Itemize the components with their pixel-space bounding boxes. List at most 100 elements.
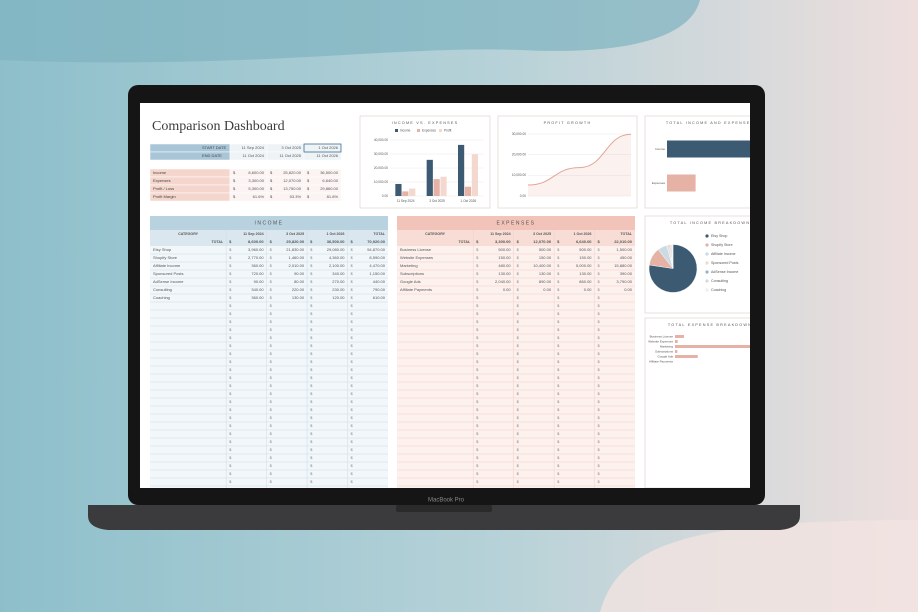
currency: $ bbox=[351, 359, 354, 364]
cell-value: 390.00 bbox=[620, 271, 633, 276]
currency: $ bbox=[557, 247, 560, 252]
cell-value: 11 Sep 2024 bbox=[242, 145, 265, 150]
currency: $ bbox=[351, 399, 354, 404]
currency: $ bbox=[229, 447, 232, 452]
currency: $ bbox=[351, 415, 354, 420]
cell-value: 790.00 bbox=[373, 287, 386, 292]
chart-panel bbox=[497, 115, 638, 209]
currency: $ bbox=[310, 407, 313, 412]
cell-value: 10,400.00 bbox=[533, 263, 552, 268]
y-tick-label: Business License bbox=[650, 334, 674, 338]
currency: $ bbox=[351, 343, 354, 348]
x-tick-label: 11 Sep 2024 bbox=[397, 199, 415, 203]
currency: $ bbox=[270, 447, 273, 452]
currency: $ bbox=[557, 423, 560, 428]
currency: $ bbox=[476, 399, 479, 404]
cell-value: 81.8% bbox=[327, 194, 339, 199]
currency: $ bbox=[557, 463, 560, 468]
row-label: END DATE bbox=[202, 153, 222, 158]
legend-swatch bbox=[705, 288, 709, 292]
currency: $ bbox=[233, 170, 236, 175]
currency: $ bbox=[476, 351, 479, 356]
dashboard-title: Comparison Dashboard bbox=[152, 119, 285, 134]
currency: $ bbox=[351, 279, 354, 284]
currency: $ bbox=[351, 375, 354, 380]
currency: $ bbox=[270, 178, 273, 183]
currency: $ bbox=[310, 375, 313, 380]
line bbox=[527, 133, 632, 186]
bar bbox=[402, 191, 409, 196]
legend-label: Expenses bbox=[422, 128, 436, 132]
currency: $ bbox=[476, 383, 479, 388]
area bbox=[528, 134, 631, 196]
legend-label: AdSense Income bbox=[711, 270, 738, 274]
table-title: INCOME bbox=[255, 220, 284, 226]
currency: $ bbox=[310, 359, 313, 364]
currency: $ bbox=[310, 255, 313, 260]
total-value: 8,600.00 bbox=[248, 239, 264, 244]
currency: $ bbox=[310, 423, 313, 428]
currency: $ bbox=[351, 255, 354, 260]
currency: $ bbox=[310, 479, 313, 484]
currency: $ bbox=[517, 439, 520, 444]
currency: $ bbox=[229, 423, 232, 428]
row-category: Etsy Shop bbox=[153, 247, 172, 252]
cell-value: 2,010.00 bbox=[289, 263, 305, 268]
currency: $ bbox=[229, 479, 232, 484]
currency: $ bbox=[229, 415, 232, 420]
currency: $ bbox=[517, 247, 520, 252]
cell-value: 480.00 bbox=[498, 263, 511, 268]
currency: $ bbox=[557, 383, 560, 388]
currency: $ bbox=[270, 383, 273, 388]
cell-value: 90.00 bbox=[254, 279, 265, 284]
currency: $ bbox=[270, 399, 273, 404]
currency: $ bbox=[310, 383, 313, 388]
currency: $ bbox=[557, 367, 560, 372]
bar bbox=[471, 154, 478, 196]
currency: $ bbox=[351, 383, 354, 388]
row-category: Marketing bbox=[400, 263, 418, 268]
cell-value: 340.00 bbox=[332, 271, 345, 276]
currency: $ bbox=[270, 279, 273, 284]
currency: $ bbox=[476, 439, 479, 444]
currency: $ bbox=[270, 431, 273, 436]
column-header: CATEGORY bbox=[178, 232, 199, 236]
currency: $ bbox=[517, 343, 520, 348]
bar bbox=[667, 174, 696, 192]
currency: $ bbox=[229, 455, 232, 460]
currency: $ bbox=[270, 186, 273, 191]
currency: $ bbox=[229, 407, 232, 412]
currency: $ bbox=[351, 263, 354, 268]
currency: $ bbox=[517, 367, 520, 372]
currency: $ bbox=[229, 271, 232, 276]
currency: $ bbox=[307, 178, 310, 183]
currency: $ bbox=[476, 303, 479, 308]
currency: $ bbox=[270, 194, 273, 199]
currency: $ bbox=[229, 239, 232, 244]
currency: $ bbox=[270, 319, 273, 324]
currency: $ bbox=[307, 186, 310, 191]
currency: $ bbox=[557, 271, 560, 276]
currency: $ bbox=[517, 359, 520, 364]
currency: $ bbox=[476, 359, 479, 364]
column-header: 1 Oct 2026 bbox=[327, 232, 345, 236]
legend-label: Profit bbox=[444, 128, 452, 132]
selected-cell bbox=[303, 143, 342, 153]
currency: $ bbox=[476, 431, 479, 436]
currency: $ bbox=[557, 447, 560, 452]
legend-label: Etsy Shop bbox=[711, 234, 727, 238]
legend-swatch bbox=[705, 270, 709, 274]
cell-value: 4,360.00 bbox=[329, 255, 345, 260]
currency: $ bbox=[598, 279, 601, 284]
column-header: 11 Sep 2024 bbox=[243, 232, 263, 236]
currency: $ bbox=[598, 463, 601, 468]
currency: $ bbox=[557, 415, 560, 420]
currency: $ bbox=[557, 455, 560, 460]
background-blob bbox=[600, 520, 918, 612]
currency: $ bbox=[517, 479, 520, 484]
currency: $ bbox=[270, 391, 273, 396]
table-column-header bbox=[397, 230, 635, 246]
currency: $ bbox=[351, 303, 354, 308]
cell-value: 29,080.00 bbox=[327, 247, 346, 252]
